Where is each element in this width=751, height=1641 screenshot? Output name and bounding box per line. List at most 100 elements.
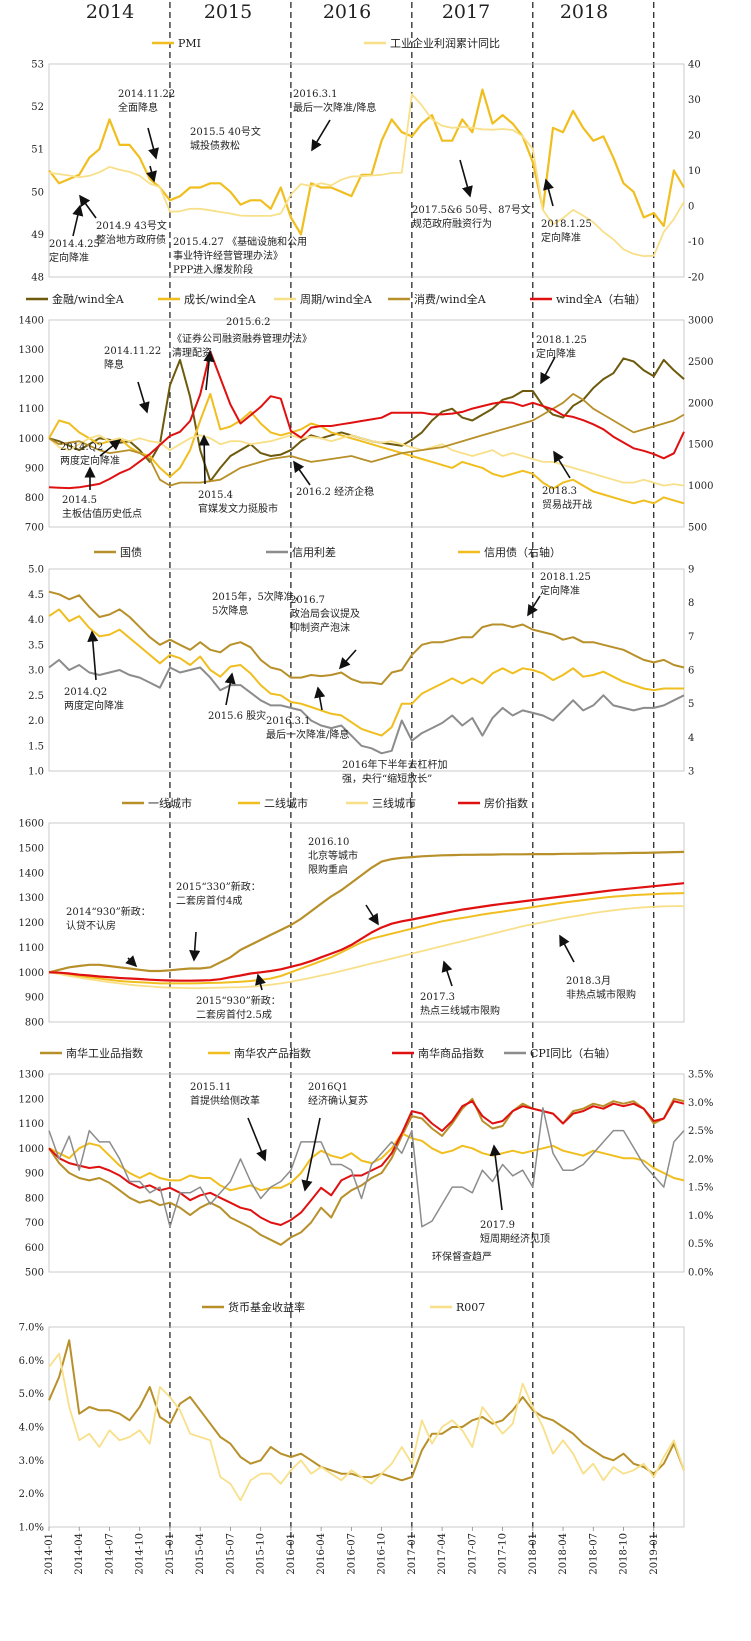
y-tick-left: 1200 [19, 1094, 44, 1105]
annotation-text: 2014.Q2 [60, 442, 103, 453]
annotation-arrow [527, 595, 541, 617]
annotation-text: 降息 [104, 358, 124, 371]
y-tick-left: 1100 [19, 943, 44, 954]
y-tick-left: 700 [25, 523, 44, 534]
annotation-arrow [87, 630, 99, 681]
y-tick-right: 9 [688, 565, 694, 576]
legend-label: 成长/wind全A [184, 292, 257, 306]
annotation-text: 2014.9 43号文 [96, 219, 167, 232]
annotation-text: 2014.11.22 [104, 346, 161, 357]
year-label: 2016 [323, 1, 371, 23]
annotation-text: 2016.10 [308, 837, 349, 848]
annotation-text: 2015.5 40号文 [190, 125, 261, 138]
x-tick-label: 2016-07 [346, 1533, 357, 1575]
y-tick-left: 900 [25, 463, 44, 474]
y-tick-right: 5 [688, 699, 694, 710]
y-tick-left: 900 [25, 993, 44, 1004]
annotation-arrow [247, 1117, 267, 1162]
x-tick-label: 2014-04 [74, 1533, 85, 1575]
legend-label: 三线城市 [372, 796, 416, 810]
y-tick-left: 1300 [19, 893, 44, 904]
legend-label: 南华工业品指数 [66, 1046, 143, 1060]
annotation-text: 二套房首付4成 [176, 894, 242, 907]
annotation-text: 2016年下半年去杠杆加 [342, 758, 447, 771]
annotation-arrow [79, 194, 97, 219]
legend-label: 信用债（右轴） [484, 545, 561, 559]
legend-label: 国债 [120, 545, 142, 559]
x-tick-label: 2017-04 [437, 1533, 448, 1575]
annotation-text: 政治局会议提及 [290, 607, 360, 620]
annotation-text: 2017.3 [420, 992, 455, 1003]
annotation-text: 认贷不认房 [66, 919, 116, 932]
y-tick-left: 1500 [19, 843, 44, 854]
x-tick-label: 2018-10 [619, 1533, 630, 1575]
annotation-arrow [489, 1144, 503, 1211]
annotation-text: 2015“930”新政： [196, 994, 281, 1007]
legend-label: 工业企业利润累计同比 [390, 36, 500, 50]
y-tick-left: 1000 [19, 968, 44, 979]
y-tick-left: 48 [31, 273, 44, 284]
y-tick-left: 3.5 [28, 640, 44, 651]
y-tick-left: 700 [25, 1218, 44, 1229]
x-tick-label: 2018-07 [588, 1533, 599, 1575]
y-tick-right: 0.5% [688, 1239, 713, 1250]
y-tick-left: 52 [31, 102, 44, 113]
annotation-text: 2015.4 [198, 490, 233, 501]
x-tick-label: 2016-04 [316, 1533, 327, 1575]
y-tick-left: 800 [25, 1018, 44, 1029]
annotation-text: 热点三线城市限购 [420, 1004, 500, 1017]
y-tick-left: 51 [31, 145, 44, 156]
annotation-text: 经济确认复苏 [308, 1094, 368, 1107]
y-tick-left: 2.5 [28, 691, 44, 702]
y-tick-left: 600 [25, 1243, 44, 1254]
y-tick-left: 800 [25, 493, 44, 504]
y-tick-right: 20 [688, 131, 701, 142]
y-tick-right: 7 [688, 632, 694, 643]
y-tick-right: 1.5% [688, 1183, 713, 1194]
y-tick-left: 1000 [19, 434, 44, 445]
y-tick-right: 0 [688, 202, 694, 213]
annotation-arrow [559, 934, 575, 963]
series-line [48, 1107, 685, 1228]
legend-label: PMI [178, 37, 201, 50]
series-line [48, 350, 685, 490]
annotation-text: 2016Q1 [308, 1082, 348, 1093]
year-label: 2014 [86, 1, 134, 23]
series-line [48, 1097, 685, 1246]
y-tick-left: 500 [25, 1268, 44, 1279]
y-tick-right: 8 [688, 598, 694, 609]
plot-frame [48, 822, 685, 1023]
annotation-arrow [198, 434, 210, 485]
annotation-text: 最后一次降准/降息 [266, 728, 349, 741]
annotation-text: 限购重启 [308, 863, 348, 876]
annotation-arrow [459, 159, 473, 198]
plot-frame [48, 1326, 685, 1528]
year-label: 2017 [442, 1, 490, 23]
annotation-arrow [301, 1117, 321, 1192]
annotation-text: 首提供给侧改革 [190, 1094, 260, 1107]
y-tick-right: 2.5% [688, 1126, 713, 1137]
legend-label: 房价指数 [484, 796, 528, 810]
annotation-text: 2014.4.25 [49, 239, 100, 250]
y-tick-left: 53 [31, 60, 44, 71]
y-tick-left: 5.0 [28, 565, 44, 576]
annotation-text: 事业特许经营管理办法》 [173, 249, 283, 262]
annotation-arrow [146, 165, 157, 183]
series-line [48, 882, 685, 982]
y-tick-right: 3.5% [688, 1070, 713, 1081]
annotation-text: 《证券公司融资融券管理办法》 [172, 332, 312, 345]
y-tick-left: 50 [31, 187, 44, 198]
annotation-text: 2015.11 [190, 1082, 231, 1093]
annotation-arrow [314, 686, 326, 711]
y-tick-right: 3000 [688, 316, 713, 327]
annotation-text: 全面降息 [118, 101, 158, 114]
y-tick-left: 49 [31, 230, 44, 241]
annotation-text: 定向降准 [541, 231, 581, 244]
annotation-text: 2014.11.22 [118, 89, 175, 100]
annotation-text: 2018.1.25 [541, 219, 592, 230]
y-tick-left: 4.0% [19, 1423, 44, 1434]
annotation-text: 2016.3.1 [266, 716, 311, 727]
y-tick-right: -20 [688, 273, 704, 284]
y-tick-right: 500 [688, 523, 707, 534]
x-tick-label: 2017-07 [467, 1533, 478, 1575]
